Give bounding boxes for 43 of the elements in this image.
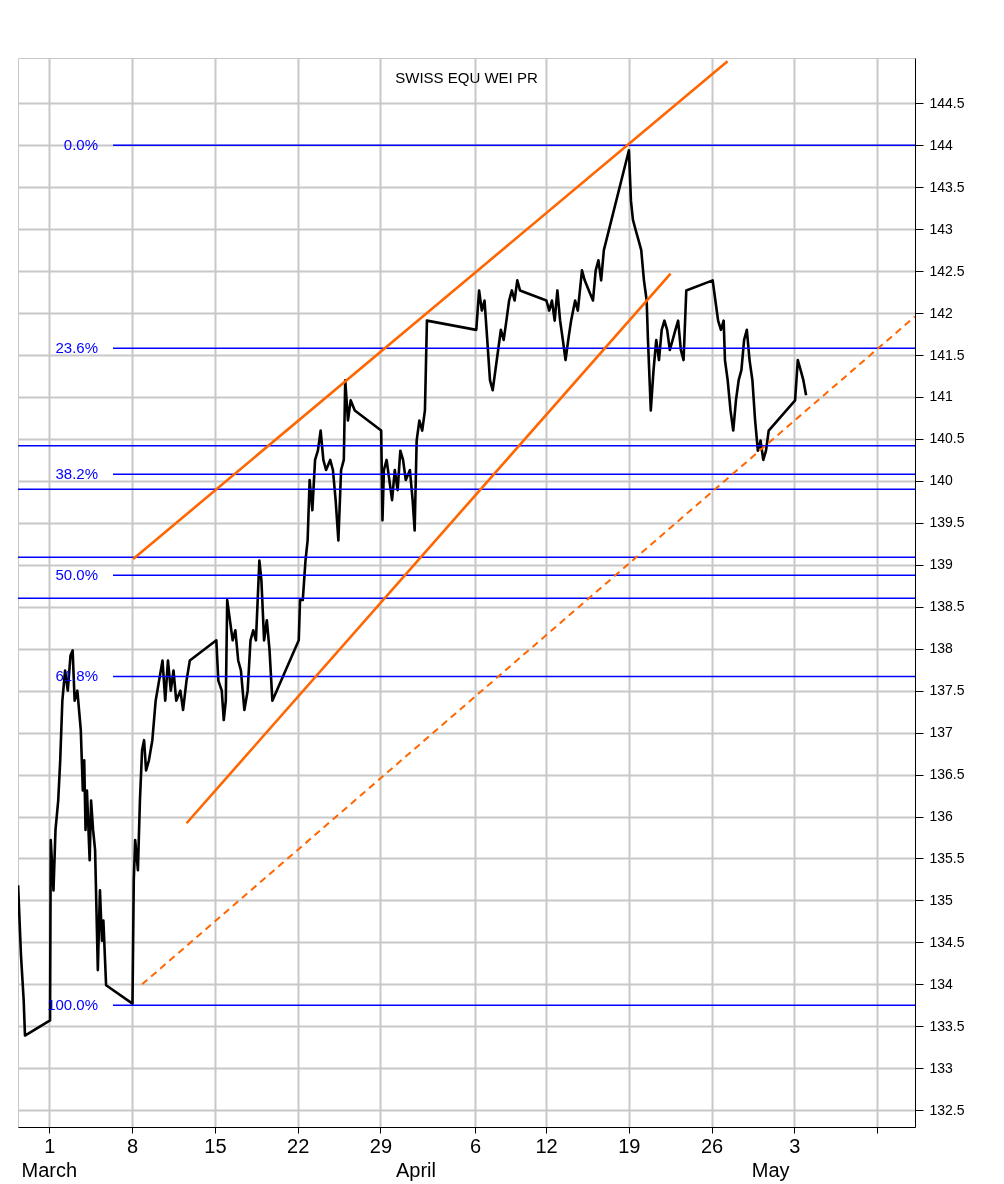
annotation: 38.2% [55,465,98,483]
y-tick-label: 143 [929,220,954,237]
x2-tick-label: April [395,1159,436,1181]
x-tick-label: 26 [700,1134,724,1157]
y-tick-label: 136.5 [929,766,965,783]
y-tick-label: 135.5 [929,849,965,866]
x-tick-label: 29 [369,1134,393,1157]
y-tick-label: 142.5 [929,262,965,279]
y-tick-label: 137 [929,724,954,741]
x-tick-label: 8 [127,1134,139,1157]
x-tick-label: 3 [789,1134,801,1157]
y-tick-label: 133.5 [929,1017,965,1034]
y-tick-label: 134.5 [929,933,965,950]
y-tick-label: 140.5 [929,430,965,447]
y-tick-label: 132.5 [929,1101,965,1118]
y-tick-label: 143.5 [929,178,965,195]
y-tick-label: 144 [929,136,954,153]
y-tick-label: 138.5 [929,598,965,615]
y-tick-label: 135 [929,891,954,908]
y-tick-label: 137.5 [929,682,965,699]
y-tick-label: 136 [929,808,954,825]
x2-tick-label: March [21,1159,78,1181]
text: SWISS EQU WEI PR [395,69,538,86]
y-tick-label: 142 [929,304,954,321]
x-tick-label: 12 [535,1134,558,1157]
y-tick-label: 139.5 [929,514,965,531]
x-tick-label: 6 [470,1134,482,1157]
y-tick-label: 138 [929,640,954,657]
annotation: 0.0% [63,136,98,154]
x2-tick-label: May [751,1159,790,1181]
y-tick-label: 144.5 [929,94,965,111]
x-tick-label: 19 [618,1134,641,1157]
x-tick-label: 1 [44,1134,56,1157]
y-tick-label: 133 [929,1059,954,1076]
y-tick-label: 141 [929,388,954,405]
annotation: 23.6% [55,339,98,357]
y-tick-label: 139 [929,556,954,573]
x-tick-label: 15 [204,1134,227,1157]
y-tick-label: 140 [929,472,954,489]
y-tick-label: 141.5 [929,346,965,363]
x-tick-label: 22 [287,1134,310,1157]
annotation: 50.0% [55,566,98,584]
y-tick-label: 134 [929,975,954,992]
